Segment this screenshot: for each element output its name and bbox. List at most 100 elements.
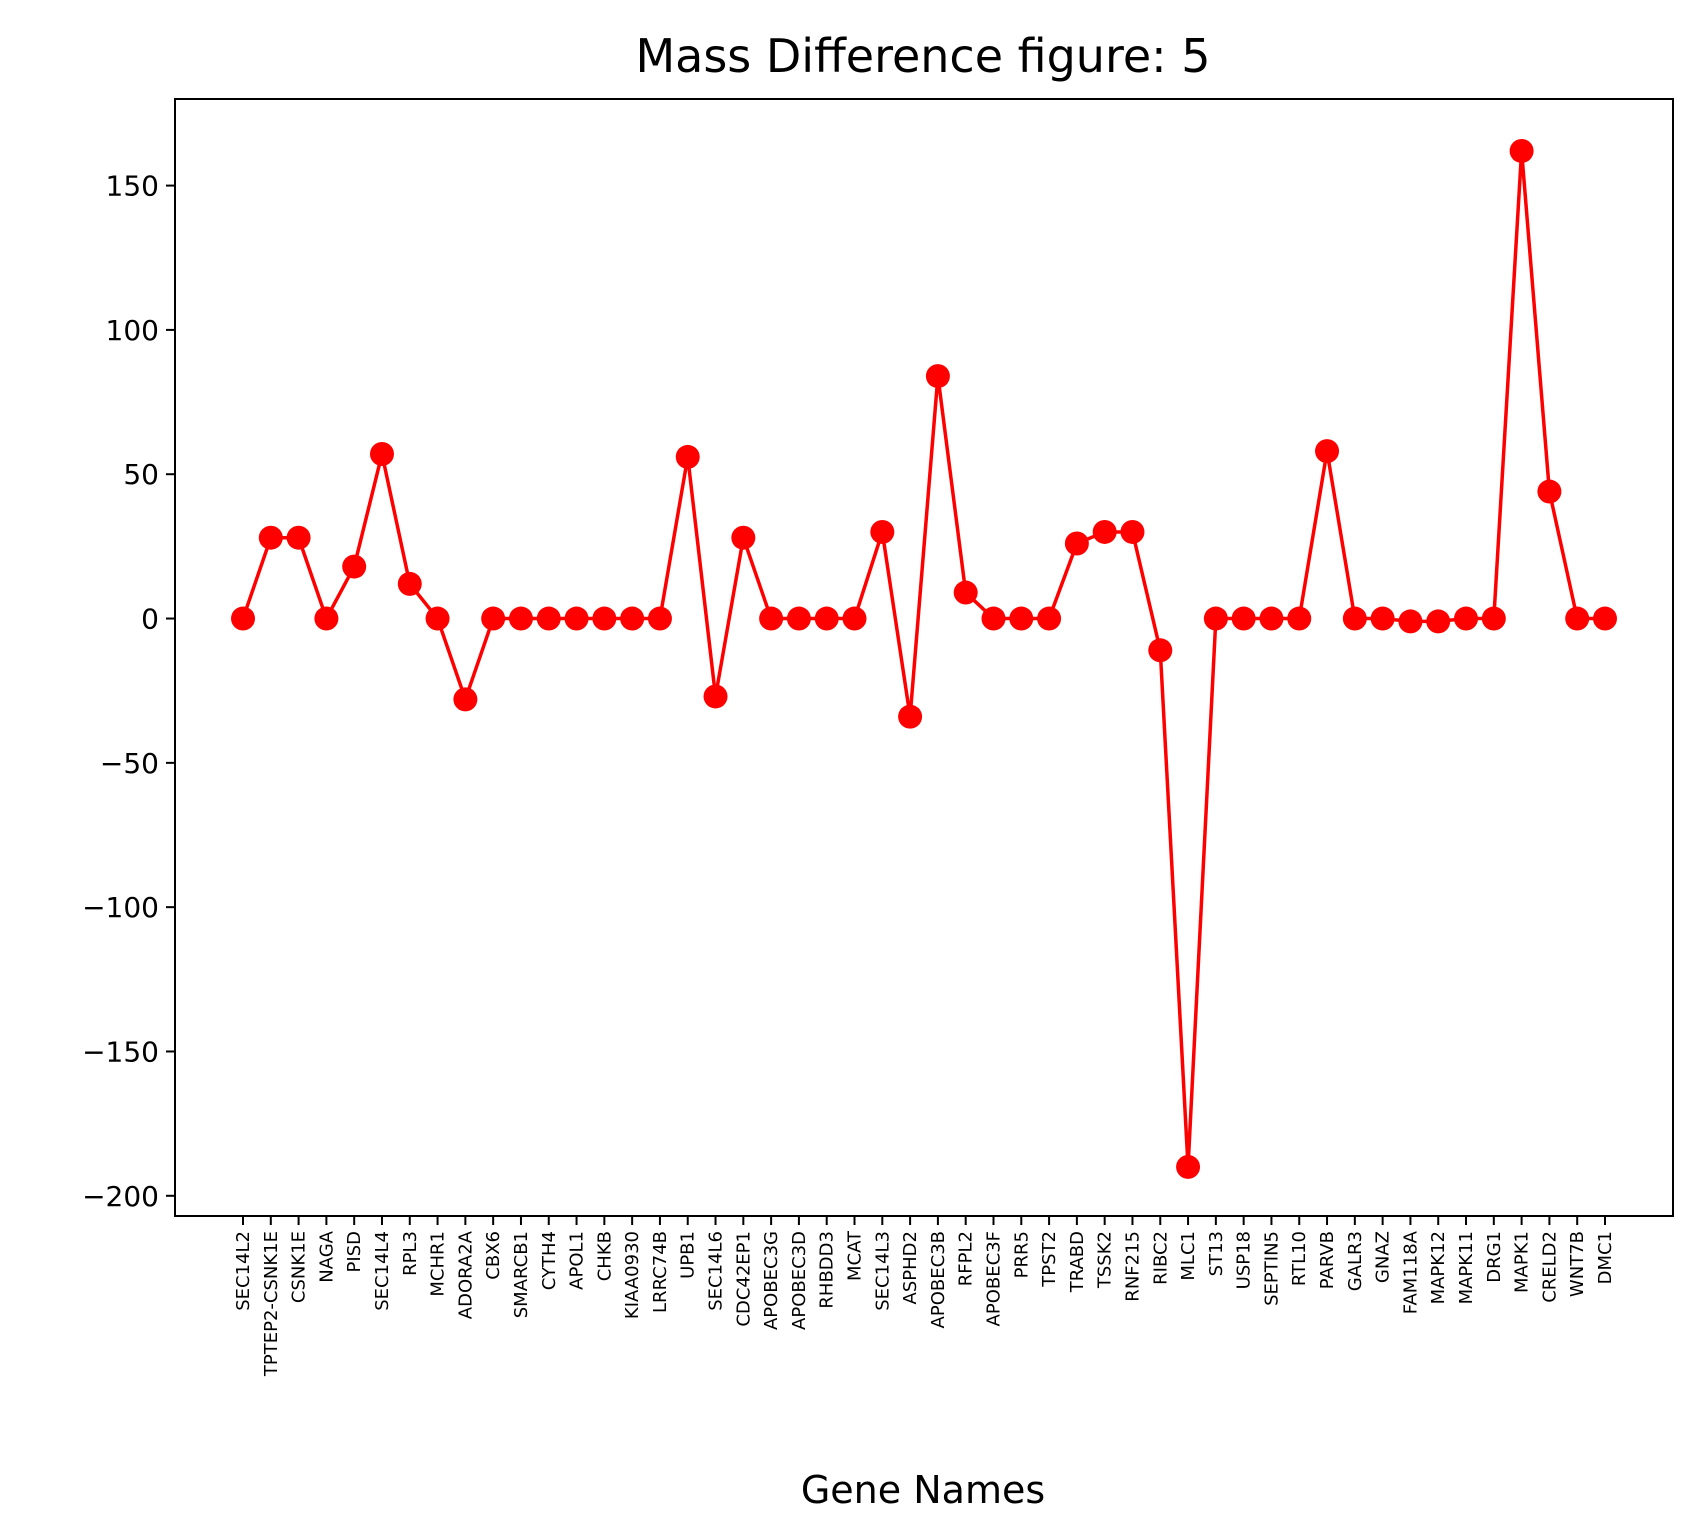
chart-title: Mass Difference figure: 5 bbox=[635, 29, 1210, 83]
y-tick-label: 150 bbox=[106, 170, 159, 203]
x-tick-label: MAPK11 bbox=[1456, 1231, 1477, 1304]
data-point bbox=[1203, 606, 1228, 631]
x-tick-label: RFPL2 bbox=[956, 1231, 977, 1286]
x-tick-label: PISD bbox=[344, 1231, 365, 1272]
x-tick-label: TPTEP2-CSNK1E bbox=[261, 1231, 282, 1377]
x-tick-label: RNF215 bbox=[1122, 1231, 1143, 1302]
data-point bbox=[1398, 609, 1423, 634]
x-tick-label: PARVB bbox=[1317, 1231, 1338, 1289]
data-point bbox=[1176, 1154, 1201, 1179]
x-tick-label: RHBDD3 bbox=[817, 1231, 838, 1309]
data-point bbox=[1064, 531, 1089, 556]
data-point bbox=[342, 554, 367, 579]
data-point bbox=[536, 606, 561, 631]
data-point bbox=[842, 606, 867, 631]
x-tick-label: MAPK12 bbox=[1428, 1231, 1449, 1304]
data-point bbox=[1231, 606, 1256, 631]
data-point bbox=[925, 364, 950, 389]
x-tick-label: CDC42EP1 bbox=[733, 1231, 754, 1327]
data-point bbox=[953, 580, 978, 605]
x-tick-label: APOBEC3B bbox=[928, 1231, 949, 1328]
x-tick-label: MCAT bbox=[845, 1230, 866, 1281]
data-point bbox=[647, 606, 672, 631]
data-point bbox=[786, 606, 811, 631]
data-point bbox=[369, 442, 394, 467]
plot-area-frame bbox=[174, 98, 1674, 1217]
y-tick-label: −50 bbox=[100, 747, 159, 780]
y-tick-label: 50 bbox=[123, 458, 159, 491]
data-point bbox=[258, 525, 283, 550]
data-point bbox=[1148, 638, 1173, 663]
x-tick-label: SEC14L4 bbox=[372, 1231, 393, 1311]
x-tick-label: DRG1 bbox=[1484, 1231, 1505, 1283]
data-point bbox=[1315, 439, 1340, 464]
x-tick-label: WNT7B bbox=[1567, 1231, 1588, 1297]
x-tick-label: USP18 bbox=[1234, 1231, 1255, 1289]
x-tick-label: GALR3 bbox=[1345, 1231, 1366, 1291]
x-tick-label: ADORA2A bbox=[455, 1230, 476, 1319]
data-point bbox=[231, 606, 255, 631]
x-tick-label: RIBC2 bbox=[1150, 1231, 1171, 1285]
data-point bbox=[1537, 479, 1562, 504]
x-tick-label: CSNK1E bbox=[289, 1231, 310, 1303]
x-tick-label: CBX6 bbox=[483, 1231, 504, 1280]
data-point bbox=[898, 704, 923, 729]
x-tick-label: SMARCB1 bbox=[511, 1231, 532, 1318]
data-series bbox=[231, 138, 1617, 1179]
data-point bbox=[425, 606, 450, 631]
data-point bbox=[620, 606, 645, 631]
x-tick-label: GNAZ bbox=[1373, 1231, 1394, 1283]
x-tick-label: SEC14L2 bbox=[233, 1231, 254, 1311]
data-point bbox=[1092, 519, 1117, 544]
x-tick-label: RPL3 bbox=[400, 1231, 421, 1276]
data-point bbox=[731, 525, 756, 550]
x-tick-label: MCHR1 bbox=[428, 1231, 449, 1297]
data-point bbox=[1259, 606, 1284, 631]
x-tick-label: TSSK2 bbox=[1095, 1231, 1116, 1289]
x-tick-label: CRELD2 bbox=[1539, 1231, 1560, 1303]
x-tick-label: APOBEC3G bbox=[761, 1231, 782, 1330]
y-tick-label: 0 bbox=[141, 603, 159, 636]
x-tick-label: SEPTIN5 bbox=[1261, 1231, 1282, 1306]
x-tick-label: APOL1 bbox=[567, 1231, 588, 1290]
x-tick-label: SEC14L6 bbox=[706, 1231, 727, 1311]
x-tick-label: ASPHD2 bbox=[900, 1231, 921, 1304]
x-tick-label: KIAA0930 bbox=[622, 1231, 643, 1319]
x-tick-label: UPB1 bbox=[678, 1231, 699, 1279]
data-point bbox=[1454, 606, 1479, 631]
data-point bbox=[1287, 606, 1312, 631]
x-tick-label: MLC1 bbox=[1178, 1231, 1199, 1281]
y-tick-label: 100 bbox=[106, 314, 159, 347]
x-tick-label: TPST2 bbox=[1039, 1231, 1060, 1288]
y-tick-label: −200 bbox=[82, 1180, 159, 1213]
x-tick-label: APOBEC3D bbox=[789, 1231, 810, 1330]
x-tick-label: CHKB bbox=[594, 1231, 615, 1281]
y-tick-label: −100 bbox=[82, 891, 159, 924]
data-point bbox=[675, 444, 700, 469]
data-point bbox=[814, 606, 839, 631]
x-tick-label: PRR5 bbox=[1011, 1231, 1032, 1278]
data-point bbox=[1565, 606, 1590, 631]
data-point bbox=[1342, 606, 1367, 631]
data-point bbox=[1037, 606, 1062, 631]
x-tick-label: FAM118A bbox=[1400, 1230, 1421, 1314]
data-point bbox=[508, 606, 533, 631]
data-point bbox=[981, 606, 1006, 631]
data-point bbox=[481, 606, 506, 631]
data-point bbox=[1509, 138, 1534, 163]
y-tick-label: −150 bbox=[82, 1035, 159, 1068]
x-tick-label: LRRC74B bbox=[650, 1231, 671, 1313]
data-point bbox=[870, 519, 895, 544]
data-point bbox=[453, 687, 478, 712]
data-point bbox=[1481, 606, 1506, 631]
data-point bbox=[286, 525, 311, 550]
data-point bbox=[397, 571, 422, 596]
x-tick-label: ST13 bbox=[1206, 1231, 1227, 1276]
x-tick-label: APOBEC3F bbox=[983, 1231, 1004, 1326]
data-point bbox=[314, 606, 339, 631]
data-point bbox=[1426, 609, 1451, 634]
data-point bbox=[1593, 606, 1617, 631]
